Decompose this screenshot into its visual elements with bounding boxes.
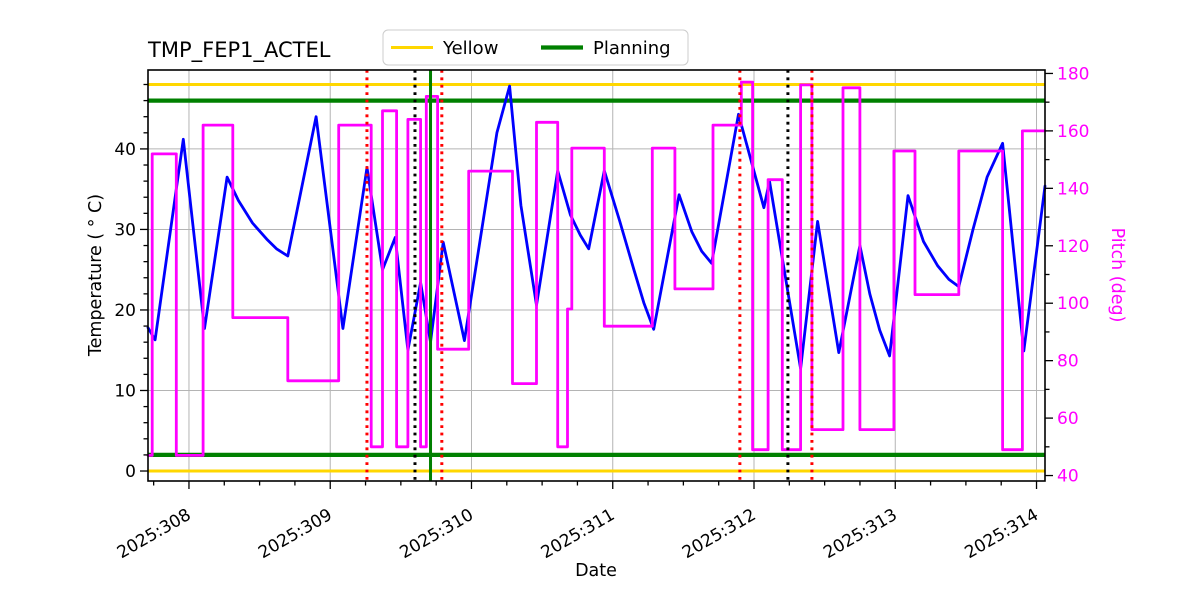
x-tick-label: 2025:314 <box>961 505 1042 563</box>
tick-marks-layer <box>140 72 1053 489</box>
x-tick-label: 2025:311 <box>538 505 619 563</box>
y-left-tick-label: 20 <box>114 301 136 321</box>
x-tick-label: 2025:308 <box>114 505 195 563</box>
y-right-tick-label: 80 <box>1057 352 1079 372</box>
x-tick-label: 2025:313 <box>820 505 901 563</box>
y-left-tick-label: 30 <box>114 220 136 240</box>
series-layer <box>146 80 1047 457</box>
y-left-tick-label: 10 <box>114 381 136 401</box>
y-left-tick-label: 40 <box>114 140 136 160</box>
chart-title: TMP_FEP1_ACTEL <box>147 38 331 63</box>
limit-lines-layer <box>148 82 1045 473</box>
axes-frame-layer <box>147 69 1046 482</box>
legend-box <box>382 29 689 66</box>
event-lines-layer <box>365 70 814 481</box>
tick-labels-layer: 2025:308 2025:309 2025:310 2025:311 2025:312… <box>114 64 1090 563</box>
axes-frame <box>147 69 1046 482</box>
legend-label-yellow: Yellow <box>442 38 498 59</box>
y-left-tick-label: 0 <box>125 462 136 482</box>
y-right-tick-label: 120 <box>1057 237 1089 257</box>
y-right-tick-label: 40 <box>1057 467 1079 487</box>
y-right-tick-label: 100 <box>1057 294 1089 314</box>
pitch-line <box>146 80 1047 457</box>
legend-label-planning: Planning <box>593 38 671 59</box>
y-axis-label-left: Temperature ( ° C) <box>86 194 106 357</box>
x-axis-label: Date <box>575 561 617 581</box>
x-tick-label: 2025:310 <box>396 505 477 563</box>
temperature-line <box>146 84 1047 371</box>
x-tick-label: 2025:309 <box>255 505 336 563</box>
y-right-tick-label: 60 <box>1057 409 1079 429</box>
x-tick-label: 2025:312 <box>679 505 760 563</box>
y-right-tick-label: 180 <box>1057 64 1089 84</box>
legend: Yellow Planning <box>382 29 689 66</box>
y-axis-label-right: Pitch (deg) <box>1107 228 1127 323</box>
grid-layer <box>148 70 1045 481</box>
y-right-tick-label: 160 <box>1057 122 1089 142</box>
y-right-tick-label: 140 <box>1057 179 1089 199</box>
